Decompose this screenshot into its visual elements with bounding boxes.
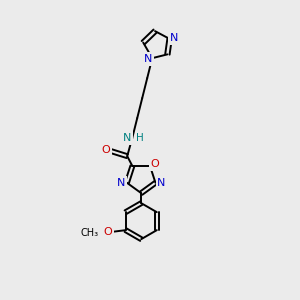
Text: N: N (123, 133, 131, 143)
Text: O: O (102, 145, 111, 155)
Text: H: H (136, 133, 144, 143)
Text: N: N (117, 178, 125, 188)
Text: N: N (144, 54, 152, 64)
Text: CH₃: CH₃ (80, 228, 99, 238)
Text: O: O (151, 159, 159, 169)
Text: N: N (157, 178, 166, 188)
Text: N: N (169, 33, 178, 43)
Text: O: O (103, 227, 112, 237)
